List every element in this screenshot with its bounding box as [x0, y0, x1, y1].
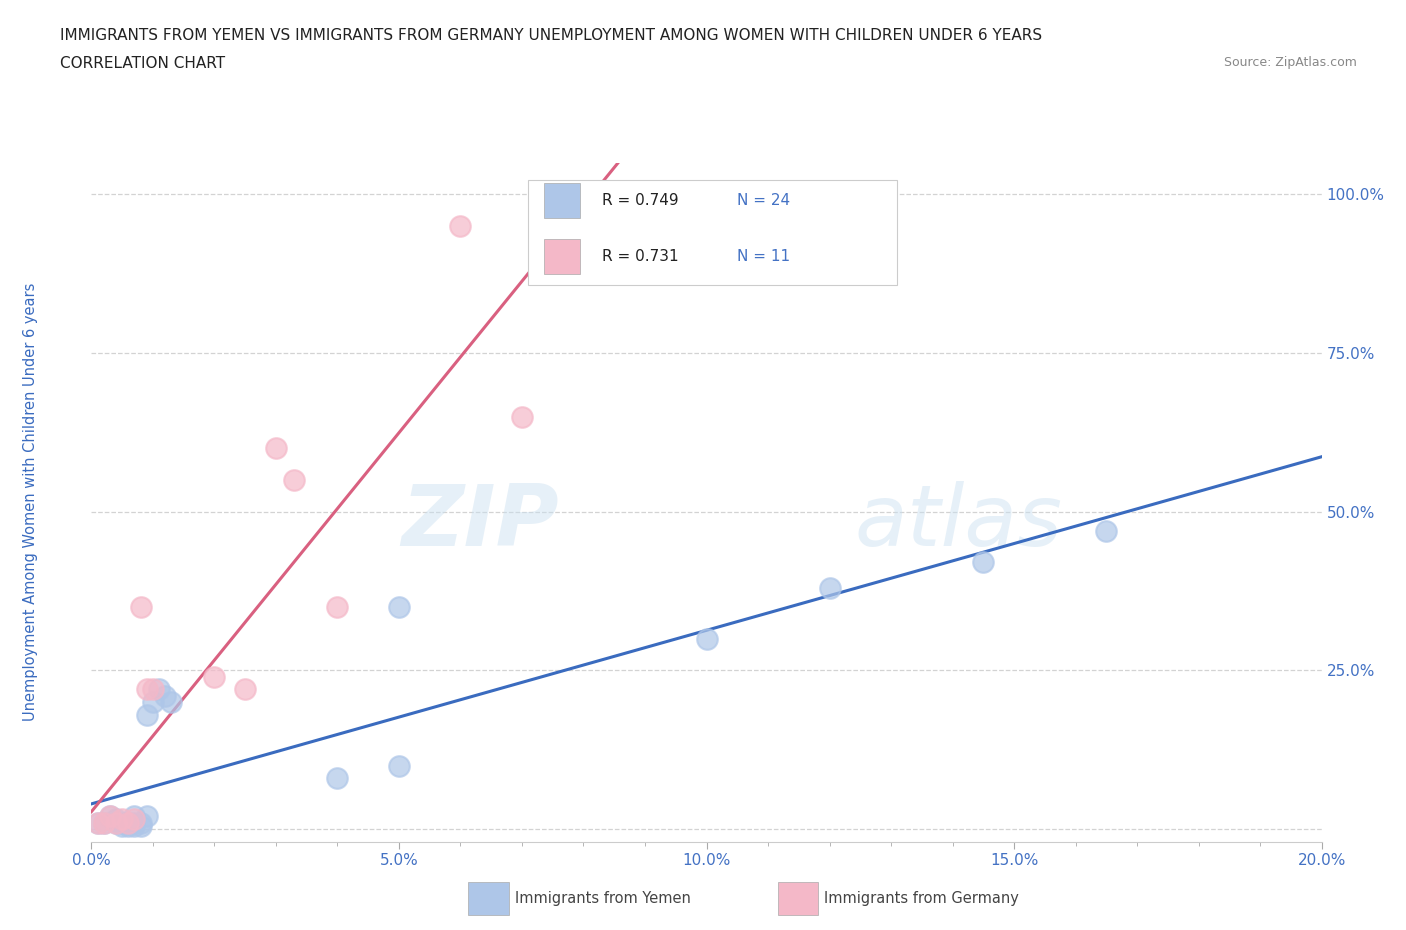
Point: [696, 631, 718, 646]
Point: [111, 816, 134, 830]
Point: [233, 682, 256, 697]
Point: [135, 708, 157, 723]
Point: [124, 809, 146, 824]
FancyBboxPatch shape: [529, 179, 897, 285]
Point: [93, 816, 115, 830]
Point: [124, 818, 146, 833]
Point: [449, 219, 471, 233]
Text: Source: ZipAtlas.com: Source: ZipAtlas.com: [1223, 56, 1357, 69]
Point: [129, 600, 152, 615]
Text: R = 0.731: R = 0.731: [602, 249, 679, 264]
Point: [98, 809, 121, 824]
Text: Immigrants from Germany: Immigrants from Germany: [824, 891, 1019, 906]
Point: [153, 688, 177, 703]
Point: [326, 600, 349, 615]
Point: [86, 816, 108, 830]
Point: [326, 771, 349, 786]
Point: [388, 600, 411, 615]
Point: [117, 818, 139, 833]
FancyBboxPatch shape: [544, 239, 579, 274]
Point: [135, 682, 157, 697]
Point: [1095, 524, 1118, 538]
Point: [111, 818, 134, 833]
Text: Immigrants from Yemen: Immigrants from Yemen: [515, 891, 690, 906]
Point: [142, 695, 165, 710]
Point: [117, 816, 139, 830]
Text: IMMIGRANTS FROM YEMEN VS IMMIGRANTS FROM GERMANY UNEMPLOYMENT AMONG WOMEN WITH C: IMMIGRANTS FROM YEMEN VS IMMIGRANTS FROM…: [60, 28, 1043, 43]
Point: [86, 816, 108, 830]
Point: [148, 682, 170, 697]
Text: atlas: atlas: [853, 481, 1062, 565]
Point: [202, 670, 225, 684]
Text: R = 0.749: R = 0.749: [602, 193, 679, 208]
Point: [129, 818, 152, 833]
Point: [105, 812, 127, 827]
Text: N = 11: N = 11: [737, 249, 790, 264]
Text: ZIP: ZIP: [401, 481, 558, 565]
Point: [818, 580, 841, 595]
Point: [93, 816, 115, 830]
Point: [124, 812, 146, 827]
Point: [264, 441, 287, 456]
Point: [142, 682, 165, 697]
Point: [98, 809, 121, 824]
Point: [160, 695, 183, 710]
Point: [129, 816, 152, 830]
Point: [117, 816, 139, 830]
Point: [124, 816, 146, 830]
Point: [105, 816, 127, 830]
Text: CORRELATION CHART: CORRELATION CHART: [60, 56, 225, 71]
Point: [388, 758, 411, 773]
FancyBboxPatch shape: [544, 183, 579, 219]
Text: N = 24: N = 24: [737, 193, 790, 208]
Point: [283, 472, 305, 487]
Text: Unemployment Among Women with Children Under 6 years: Unemployment Among Women with Children U…: [24, 283, 38, 722]
Point: [111, 812, 134, 827]
Point: [135, 809, 157, 824]
Point: [510, 409, 533, 424]
Point: [972, 555, 994, 570]
Point: [105, 816, 127, 830]
